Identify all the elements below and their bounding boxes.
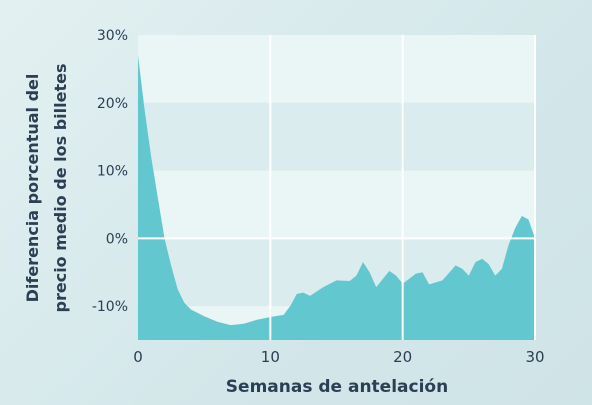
background-band — [138, 35, 535, 103]
y-axis-title: Diferencia porcentual del precio medio d… — [23, 64, 70, 313]
background-band — [138, 102, 535, 171]
background-band — [138, 170, 535, 239]
y-tick-label: 30% — [97, 28, 128, 44]
y-tick-label: 10% — [97, 164, 128, 180]
grid-layer — [138, 35, 536, 340]
y-axis-title-line-1: Diferencia porcentual del — [23, 74, 42, 303]
x-tick-label: 0 — [133, 348, 143, 366]
y-tick-label: -10% — [92, 299, 128, 315]
series-layer — [138, 55, 535, 341]
x-axis-title: Semanas de antelación — [226, 377, 448, 397]
y-axis-title-line-2: precio medio de los billetes — [51, 64, 70, 313]
x-tick-label: 30 — [525, 348, 544, 366]
y-tick-label: 20% — [97, 96, 128, 112]
x-tick-label: 20 — [393, 348, 412, 366]
y-tick-labels: 30% 20% 10% 0% -10% — [92, 28, 128, 315]
x-tick-labels: 0 10 20 30 — [133, 348, 544, 366]
series-area — [138, 55, 535, 341]
x-tick-label: 10 — [261, 348, 280, 366]
y-tick-label: 0% — [106, 231, 128, 247]
